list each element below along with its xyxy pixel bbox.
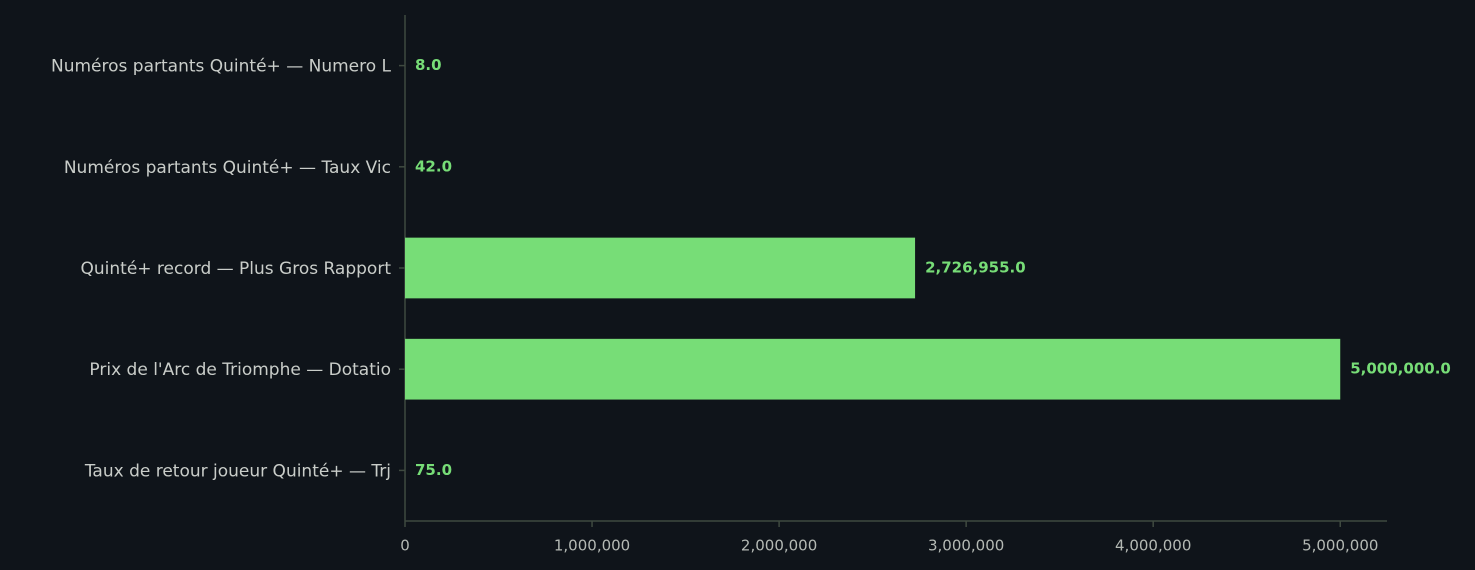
value-label: 8.0 [415,56,442,74]
y-tick-label: Taux de retour joueur Quinté+ — Trj [84,461,391,481]
x-tick-label: 1,000,000 [554,537,630,555]
x-tick-label: 5,000,000 [1302,537,1378,555]
y-tick-label: Quinté+ record — Plus Gros Rapport [81,259,392,279]
y-tick-label: Prix de l'Arc de Triomphe — Dotatio [89,360,391,380]
y-tick-label: Numéros partants Quinté+ — Numero L [51,57,392,77]
x-tick-label: 4,000,000 [1115,537,1191,555]
value-label: 2,726,955.0 [925,259,1026,277]
value-label: 75.0 [415,461,452,479]
bar [405,338,1341,400]
value-label: 42.0 [415,157,452,175]
x-tick-label: 2,000,000 [741,537,817,555]
x-tick-label: 0 [400,537,410,555]
x-tick-label: 3,000,000 [928,537,1004,555]
value-label: 5,000,000.0 [1350,360,1451,378]
bar [405,237,916,299]
y-tick-label: Numéros partants Quinté+ — Taux Vic [64,158,391,178]
